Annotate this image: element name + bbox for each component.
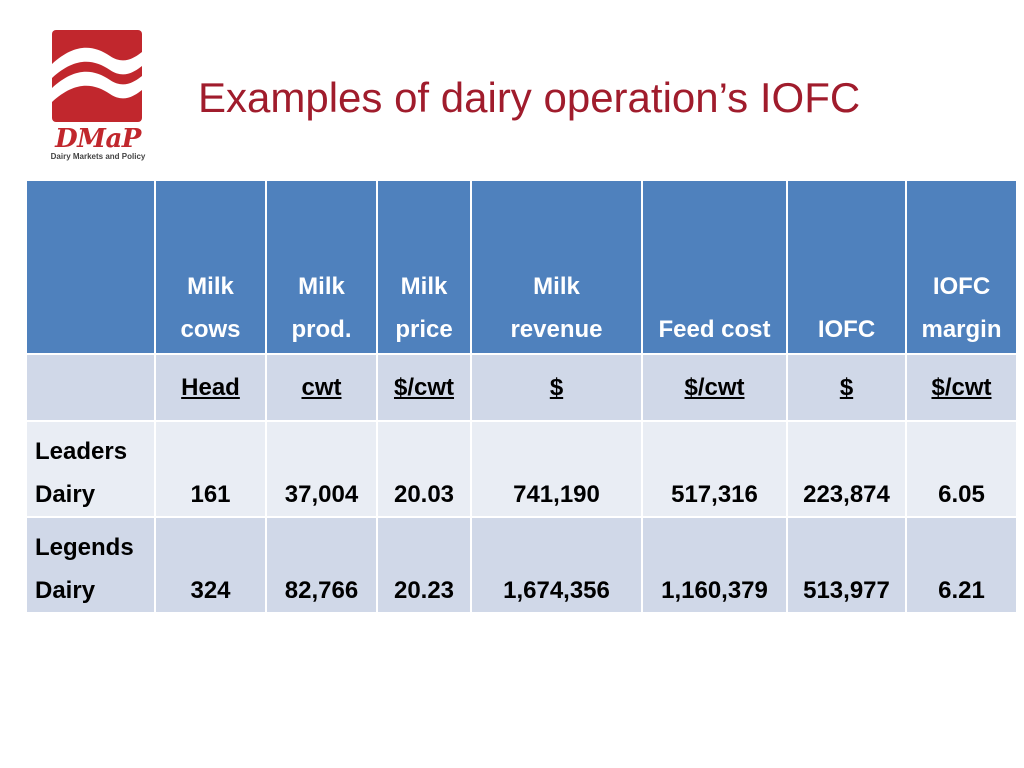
header-cell-milk-price: Milk price: [378, 181, 470, 353]
table-cell: 20.03: [378, 422, 470, 516]
header-cell-milk-revenue: Milk revenue: [472, 181, 641, 353]
table-row-legends-dairy: Legends Dairy 324 82,766 20.23 1,674,356 …: [27, 518, 1016, 612]
units-cell: Head: [156, 355, 265, 420]
table-cell: 1,160,379: [643, 518, 786, 612]
header-cell-blank: [27, 181, 154, 353]
header-cell-milk-cows: Milk cows: [156, 181, 265, 353]
table-cell: 324: [156, 518, 265, 612]
table-cell: 20.23: [378, 518, 470, 612]
units-cell: $/cwt: [643, 355, 786, 420]
table-cell: 741,190: [472, 422, 641, 516]
table-cell: 161: [156, 422, 265, 516]
units-cell: $: [788, 355, 905, 420]
units-row: Head cwt $/cwt $ $/cwt $ $/cwt: [27, 355, 1016, 420]
dmap-logo: DMaP Dairy Markets and Policy: [48, 28, 148, 164]
slide-title: Examples of dairy operation’s IOFC: [198, 74, 861, 121]
row-label: Leaders Dairy: [27, 422, 154, 516]
units-cell: cwt: [267, 355, 376, 420]
table-row-leaders-dairy: Leaders Dairy 161 37,004 20.03 741,190 51…: [27, 422, 1016, 516]
logo-tagline: Dairy Markets and Policy: [50, 152, 146, 161]
header-cell-feed-cost: Feed cost: [643, 181, 786, 353]
units-cell: $: [472, 355, 641, 420]
units-cell: $/cwt: [378, 355, 470, 420]
table-cell: 223,874: [788, 422, 905, 516]
logo-wave-icon: [52, 30, 142, 122]
header-cell-milk-prod: Milk prod.: [267, 181, 376, 353]
table-cell: 513,977: [788, 518, 905, 612]
header-cell-iofc-margin: IOFC margin: [907, 181, 1016, 353]
table-cell: 37,004: [267, 422, 376, 516]
table-cell: 6.05: [907, 422, 1016, 516]
units-cell-blank: [27, 355, 154, 420]
iofc-table: Milk cows Milk prod. Milk price Milk revenue…: [25, 179, 1018, 614]
header-row: Milk cows Milk prod. Milk price Milk revenue…: [27, 181, 1016, 353]
table-cell: 6.21: [907, 518, 1016, 612]
logo-wordmark: DMaP: [55, 124, 141, 154]
row-label: Legends Dairy: [27, 518, 154, 612]
table-cell: 82,766: [267, 518, 376, 612]
table-cell: 1,674,356: [472, 518, 641, 612]
table-cell: 517,316: [643, 422, 786, 516]
units-cell: $/cwt: [907, 355, 1016, 420]
header-cell-iofc: IOFC: [788, 181, 905, 353]
